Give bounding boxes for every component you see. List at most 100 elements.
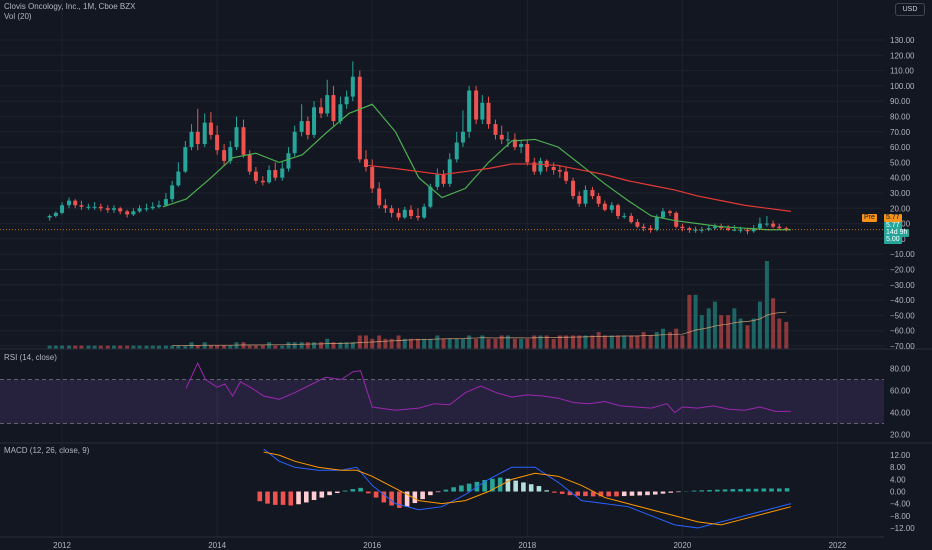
volume-bar: [460, 338, 465, 349]
candle-body: [176, 171, 181, 186]
macd-histogram-bar: [490, 478, 495, 492]
volume-bar: [493, 338, 498, 349]
volume-bar: [370, 338, 375, 349]
volume-bar: [706, 308, 711, 349]
candle-body: [357, 76, 362, 160]
candle-body: [208, 122, 213, 135]
volume-bar: [170, 345, 175, 349]
last-price-extra-tag: 5.00: [884, 236, 902, 244]
volume-bar: [111, 345, 116, 349]
candle-body: [53, 212, 58, 216]
candle-body: [706, 228, 711, 230]
volume-bar: [699, 315, 704, 349]
candle-body: [648, 228, 653, 230]
volume-bar: [590, 335, 595, 349]
macd-histogram-bar: [389, 491, 394, 506]
macd-histogram-bar: [652, 491, 658, 495]
macd-histogram-bar: [521, 482, 526, 492]
volume-bar: [137, 345, 142, 349]
volume-bar: [408, 338, 413, 349]
macd-histogram-bar: [397, 491, 402, 508]
volume-bar: [86, 345, 91, 349]
candle-body: [732, 229, 737, 231]
volume-bar: [661, 328, 665, 349]
candle-body: [222, 150, 227, 161]
candle-body: [247, 154, 252, 172]
volume-bar: [577, 335, 582, 349]
candle-body: [771, 223, 776, 227]
volume-bar: [389, 338, 394, 349]
volume-ma-line: [172, 311, 787, 347]
volume-bar: [654, 332, 659, 349]
volume-bar: [267, 342, 272, 349]
rsi-axis-label: 60.00: [890, 387, 911, 396]
volume-bar: [538, 335, 543, 349]
macd-histogram-bar: [497, 477, 503, 492]
candle-body: [131, 211, 136, 215]
chart-title[interactable]: Clovis Oncology, Inc., 1M, Cboe BZX: [4, 2, 136, 11]
volume-bar: [571, 335, 576, 349]
candle-body: [170, 185, 175, 200]
candle-body: [370, 166, 375, 189]
volume-bar: [674, 328, 679, 349]
candle-body: [777, 226, 782, 229]
rsi-pane[interactable]: [0, 361, 884, 424]
macd-histogram-bar: [435, 491, 441, 493]
volume-bar: [551, 338, 556, 349]
candle-body: [687, 228, 692, 230]
candle-body: [674, 212, 679, 227]
currency-button[interactable]: USD: [895, 3, 925, 16]
volume-bar: [583, 335, 588, 349]
macd-histogram-bar: [404, 491, 410, 507]
volume-bar: [732, 308, 737, 349]
candle-body: [415, 215, 420, 218]
price-axis-label: −50.00: [890, 311, 915, 320]
candle-body: [564, 171, 569, 181]
candle-body: [699, 229, 704, 231]
candle-body: [428, 186, 433, 207]
volume-bar: [751, 318, 756, 349]
macd-histogram-bar: [777, 488, 782, 492]
ma-slow-line: [368, 163, 792, 212]
ma-fast-line: [162, 103, 791, 231]
candle-body: [693, 229, 698, 231]
candle-body: [241, 127, 246, 155]
macd-legend[interactable]: MACD (12, 26, close, 9): [4, 446, 90, 455]
macd-histogram-bar: [482, 479, 487, 492]
candle-body: [486, 102, 491, 125]
candle-body: [189, 131, 194, 148]
time-axis-label: 2014: [208, 541, 226, 550]
volume-bar: [505, 335, 510, 349]
price-pane[interactable]: [0, 0, 884, 537]
volume-bar: [286, 342, 291, 349]
macd-histogram-bar: [668, 491, 674, 493]
price-axis-label: −20.00: [890, 266, 915, 275]
candle-body: [590, 189, 595, 197]
volume-bar: [667, 332, 672, 349]
macd-pane[interactable]: [257, 448, 792, 529]
macd-histogram-bar: [420, 491, 425, 500]
volume-bar: [467, 335, 472, 349]
price-axis-label: 100.00: [890, 82, 915, 91]
volume-legend[interactable]: Vol (20): [4, 12, 32, 21]
volume-bar: [260, 345, 265, 349]
macd-axis-label: −8.00: [890, 512, 911, 521]
candle-body: [202, 122, 207, 145]
last-price-tag: 5.77: [884, 222, 902, 230]
volume-bar: [557, 335, 562, 349]
candle-body: [602, 203, 607, 210]
macd-histogram-bar: [637, 491, 643, 496]
candle-body: [583, 189, 588, 204]
candle-body: [557, 170, 562, 172]
rsi-legend[interactable]: RSI (14, close): [4, 353, 57, 362]
volume-bar: [616, 335, 621, 349]
candle-body: [745, 229, 750, 232]
candle-body: [719, 226, 724, 229]
volume-bar: [745, 325, 750, 349]
candle-body: [228, 147, 233, 161]
candle-body: [118, 208, 123, 212]
macd-histogram-bar: [350, 489, 356, 492]
volume-bar: [280, 345, 285, 349]
volume-bar: [435, 335, 440, 349]
